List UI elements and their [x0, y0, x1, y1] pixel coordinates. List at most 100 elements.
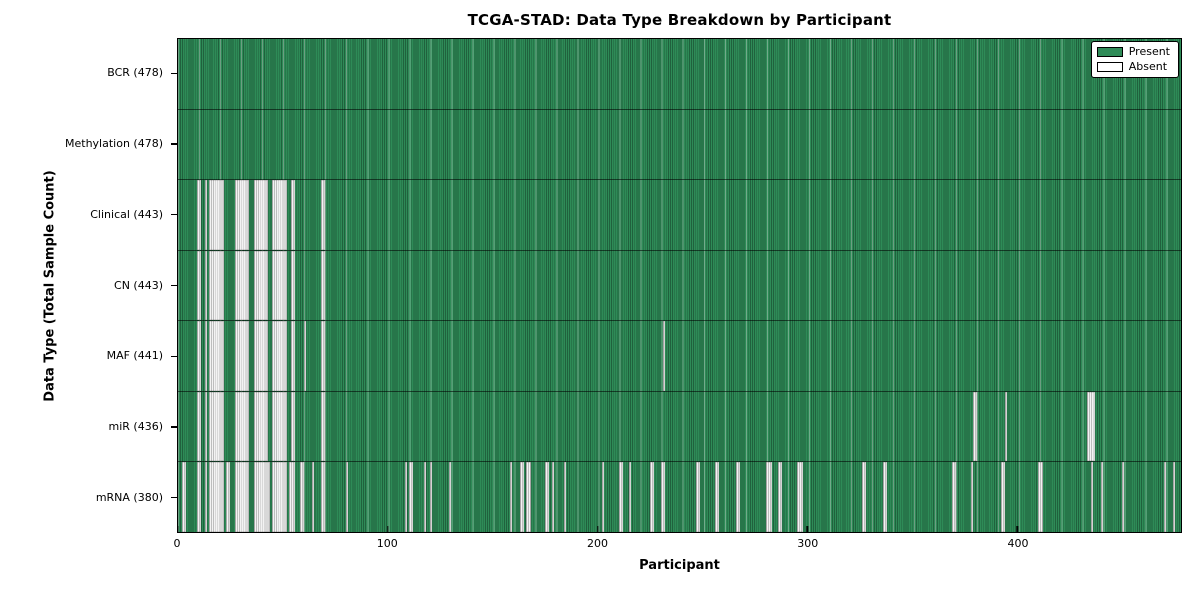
absent-stripe — [526, 462, 531, 533]
absent-stripe — [234, 250, 250, 321]
absent-stripe — [973, 391, 978, 462]
absent-stripe — [1086, 391, 1095, 462]
absent-stripe — [320, 391, 325, 462]
absent-stripe — [660, 462, 665, 533]
absent-stripe — [253, 391, 269, 462]
absent-stripe — [253, 462, 271, 533]
absent-stripe — [448, 462, 451, 533]
x-tick-label: 300 — [797, 537, 819, 550]
absent-stripe — [971, 462, 974, 533]
absent-stripe — [209, 391, 225, 462]
absent-stripe — [320, 321, 325, 391]
absent-stripe — [205, 250, 208, 321]
x-tick-mark — [596, 526, 599, 532]
y-tick-label: Methylation (478) — [65, 137, 163, 151]
absent-stripe — [509, 462, 512, 533]
absent-stripe — [862, 462, 867, 533]
absent-stripe — [320, 180, 325, 250]
absent-stripe — [253, 321, 269, 391]
absent-stripe — [209, 250, 225, 321]
absent-stripe — [696, 462, 701, 533]
row-cn — [178, 250, 1181, 322]
row-mrna — [178, 462, 1181, 533]
absent-stripe — [778, 462, 783, 533]
absent-stripe — [520, 462, 525, 533]
absent-stripe — [205, 391, 208, 462]
absent-stripe — [736, 462, 741, 533]
plot-area: Present Absent — [177, 38, 1182, 533]
absent-stripe — [601, 462, 604, 533]
absent-stripe — [1004, 391, 1007, 462]
absent-stripe — [715, 462, 720, 533]
row-clinical — [178, 180, 1181, 251]
absent-stripe — [196, 180, 202, 250]
absent-stripe — [291, 391, 296, 462]
absent-stripe — [1122, 462, 1125, 533]
row-maf — [178, 321, 1181, 392]
x-axis-title: Participant — [639, 558, 720, 573]
absent-stripe — [205, 180, 208, 250]
absent-stripe — [1101, 462, 1104, 533]
absent-stripe — [209, 321, 225, 391]
y-tick-mark — [171, 143, 177, 145]
y-tick-mark — [171, 72, 177, 75]
absent-stripe — [196, 250, 202, 321]
absent-stripe — [408, 462, 413, 533]
absent-stripe — [1172, 462, 1175, 533]
y-tick-mark — [171, 284, 177, 287]
absent-stripe — [205, 462, 208, 533]
absent-stripe — [312, 462, 315, 533]
absent-stripe — [650, 462, 655, 533]
absent-stripe — [289, 462, 296, 533]
absent-stripe — [797, 462, 804, 533]
absent-stripe — [429, 462, 432, 533]
absent-stripe — [209, 180, 225, 250]
y-tick-mark — [171, 355, 177, 357]
absent-stripe — [1038, 462, 1043, 533]
heatmap-rows — [178, 39, 1181, 533]
x-tick-label: 200 — [587, 537, 608, 550]
absent-stripe — [291, 180, 296, 250]
absent-stripe — [182, 462, 187, 533]
absent-stripe — [1090, 462, 1093, 533]
absent-stripe — [320, 250, 325, 321]
legend-item-absent: Absent — [1096, 60, 1170, 73]
absent-stripe — [303, 321, 306, 391]
legend-absent-label: Absent — [1128, 60, 1168, 73]
y-tick-label: Clinical (443) — [90, 207, 163, 221]
absent-stripe — [291, 321, 296, 391]
y-tick-mark — [171, 214, 177, 216]
legend-item-present: Present — [1096, 46, 1170, 58]
legend-absent-swatch-icon — [1096, 62, 1123, 72]
absent-stripe — [272, 391, 288, 462]
absent-stripe — [272, 250, 288, 321]
absent-stripe — [883, 462, 888, 533]
chart-title: TCGA-STAD: Data Type Breakdown by Partic… — [467, 11, 892, 29]
absent-stripe — [618, 462, 623, 533]
absent-stripe — [662, 321, 665, 391]
absent-stripe — [423, 462, 426, 533]
x-tick-label: 100 — [376, 537, 398, 550]
absent-stripe — [196, 321, 202, 391]
y-tick-label: CN (443) — [114, 278, 163, 292]
absent-stripe — [253, 250, 269, 321]
row-mir — [178, 391, 1181, 463]
absent-stripe — [272, 180, 288, 250]
absent-stripe — [196, 462, 202, 533]
x-tick-mark — [806, 526, 809, 532]
x-tick-label: 0 — [173, 537, 181, 550]
absent-stripe — [345, 462, 348, 533]
absent-stripe — [205, 321, 208, 391]
absent-stripe — [564, 462, 567, 533]
x-tick-mark — [177, 526, 179, 532]
absent-stripe — [545, 462, 550, 533]
absent-stripe — [1164, 462, 1167, 533]
absent-stripe — [629, 462, 632, 533]
y-tick-label: miR (436) — [108, 419, 164, 433]
absent-stripe — [551, 462, 554, 533]
absent-stripe — [253, 180, 269, 250]
y-tick-label: mRNA (380) — [95, 490, 163, 504]
absent-stripe — [299, 462, 304, 533]
x-tick-label: 400 — [1007, 537, 1029, 550]
absent-stripe — [272, 462, 288, 533]
